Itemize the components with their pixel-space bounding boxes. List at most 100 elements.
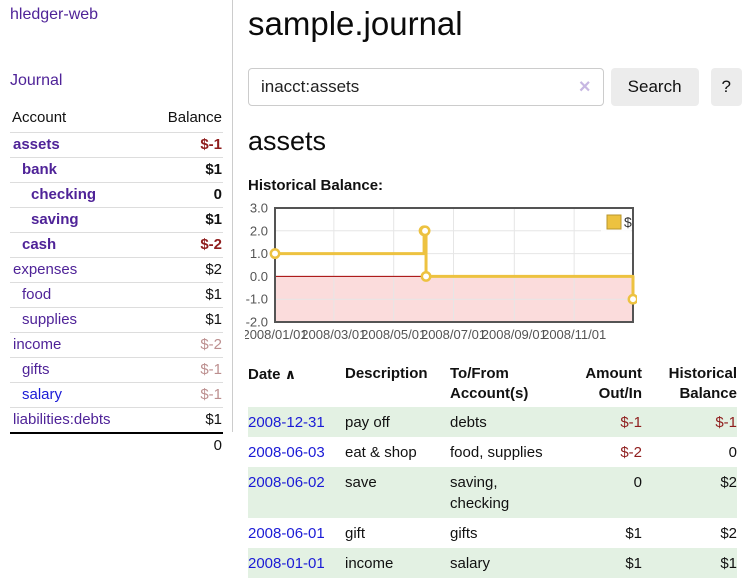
sidebar-account-link[interactable]: assets <box>13 136 60 153</box>
transaction-date-link[interactable]: 2008-06-02 <box>248 474 325 491</box>
account-column-header: Account <box>12 109 67 126</box>
transaction-amount: $-2 <box>620 444 642 461</box>
transaction-accounts: food, supplies <box>450 444 543 461</box>
accounts-table-header: Account Balance <box>10 104 223 133</box>
accounts-total-value: 0 <box>145 432 223 458</box>
legend-label: $ <box>624 214 632 230</box>
sidebar-account-link[interactable]: bank <box>22 161 58 178</box>
y-tick-label: 0.0 <box>250 269 268 284</box>
transaction-date-link[interactable]: 2008-01-01 <box>248 555 325 572</box>
accounts-table: Account Balance assets $-1 bank $1 checking 0… <box>10 104 223 458</box>
transaction-accounts: saving, checking <box>450 474 510 512</box>
transaction-description: eat & shop <box>345 444 417 461</box>
transaction-accounts: debts <box>450 414 487 431</box>
account-row: gifts $-1 <box>10 357 223 383</box>
account-balance: 0 <box>213 186 222 203</box>
account-row: cash $-2 <box>10 232 223 258</box>
x-tick-label: 2008/03/01 <box>301 327 366 342</box>
accounts-column-header: To/From Account(s) <box>450 365 529 402</box>
account-balance: $1 <box>205 411 222 428</box>
x-tick-label: 2008/11/01 <box>542 327 606 342</box>
x-tick-label: 2008/01/01 <box>245 327 308 342</box>
transaction-balance: $2 <box>720 474 737 491</box>
sidebar-account-link[interactable]: income <box>13 336 62 353</box>
date-column-header[interactable]: Date ∧ <box>248 361 345 407</box>
y-tick-label: 2.0 <box>250 223 268 238</box>
transaction-row: 2008-06-01 gift gifts $1 $2 <box>248 518 737 548</box>
transaction-description: gift <box>345 525 366 542</box>
account-row: saving $1 <box>10 207 223 233</box>
sidebar-account-link[interactable]: saving <box>31 211 79 228</box>
account-row: checking 0 <box>10 182 223 208</box>
plot-border <box>274 207 634 323</box>
transaction-date-link[interactable]: 2008-06-03 <box>248 444 325 461</box>
transaction-balance: 0 <box>728 444 737 461</box>
x-tick-label: 2008/05/01 <box>361 327 426 342</box>
sidebar-item-journal[interactable]: Journal <box>10 72 63 89</box>
data-point-marker <box>420 270 432 282</box>
sidebar-account-link[interactable]: cash <box>22 236 57 253</box>
y-tick-label: -2.0 <box>246 315 268 330</box>
transaction-description: save <box>345 474 377 491</box>
transaction-amount: $1 <box>625 555 642 572</box>
transaction-description: income <box>345 555 394 572</box>
account-balance: $-1 <box>200 386 222 403</box>
account-balance: $1 <box>205 161 222 178</box>
transaction-accounts: gifts <box>450 525 478 542</box>
clear-search-icon[interactable]: × <box>578 76 591 98</box>
chart-label: Historical Balance: <box>248 177 384 194</box>
account-balance: $1 <box>205 311 222 328</box>
account-balance: $-2 <box>200 336 222 353</box>
transaction-row: 2008-12-31 pay off debts $-1 $-1 <box>248 407 737 437</box>
data-point-marker <box>419 225 431 237</box>
sort-ascending-icon: ∧ <box>284 366 297 382</box>
sidebar-account-link[interactable]: expenses <box>13 261 78 278</box>
search-button[interactable]: Search <box>610 68 699 106</box>
transaction-date-link[interactable]: 2008-12-31 <box>248 414 325 431</box>
account-row: assets $-1 <box>10 132 223 158</box>
account-balance: $-1 <box>200 136 222 153</box>
account-row: expenses $2 <box>10 257 223 283</box>
app-title-link[interactable]: hledger-web <box>10 6 99 23</box>
transaction-amount: $-1 <box>620 414 642 431</box>
page-title: sample.journal <box>248 5 463 42</box>
transaction-amount: 0 <box>633 474 642 491</box>
balance-column-header: Balance <box>167 109 222 126</box>
transaction-row: 2008-06-02 save saving, checking 0 $2 <box>248 467 737 518</box>
sidebar-account-link[interactable]: checking <box>31 186 97 203</box>
transaction-accounts: salary <box>450 555 491 572</box>
description-column-header: Description <box>345 365 428 382</box>
legend-swatch <box>606 214 622 230</box>
sidebar-account-link[interactable]: salary <box>22 386 63 403</box>
account-row: salary $-1 <box>10 382 223 408</box>
account-row: income $-2 <box>10 332 223 358</box>
transaction-amount: $1 <box>625 525 642 542</box>
account-balance: $-1 <box>200 361 222 378</box>
x-tick-label: 2008/09/01 <box>482 327 547 342</box>
help-button[interactable]: ? <box>710 68 742 106</box>
sidebar-account-link[interactable]: liabilities:debts <box>13 411 111 428</box>
sidebar-account-link[interactable]: gifts <box>22 361 50 378</box>
transaction-balance: $1 <box>720 555 737 572</box>
accounts-total-row: 0 <box>10 432 223 458</box>
main-content: sample.journal × Search ? assets Histori… <box>242 0 742 578</box>
y-tick-label: 1.0 <box>250 246 268 261</box>
account-row: liabilities:debts $1 <box>10 407 223 433</box>
sidebar-account-link[interactable]: food <box>22 286 52 303</box>
y-tick-label: 3.0 <box>250 203 268 216</box>
transaction-row: 2008-01-01 income salary $1 $1 <box>248 548 737 578</box>
transaction-balance: $2 <box>720 525 737 542</box>
sidebar: hledger-web Journal Account Balance asse… <box>0 0 233 458</box>
y-tick-label: -1.0 <box>246 292 268 307</box>
search-form: × Search ? <box>248 68 742 106</box>
transaction-balance: $-1 <box>715 414 737 431</box>
transactions-table: Date ∧ Description To/From Account(s) Am… <box>248 361 737 578</box>
transaction-date-link[interactable]: 2008-06-01 <box>248 525 325 542</box>
account-balance: $2 <box>205 261 222 278</box>
search-input[interactable] <box>248 68 604 106</box>
date-header-label: Date <box>248 366 281 383</box>
balance-chart: $3.0 2.0 1.0 0.0 -1.0 -2.0 2008/01/01 2008/03/0… <box>242 201 742 344</box>
historical-balance-column-header: Historical Balance <box>668 365 737 402</box>
account-heading: assets <box>248 126 327 156</box>
sidebar-account-link[interactable]: supplies <box>22 311 78 328</box>
